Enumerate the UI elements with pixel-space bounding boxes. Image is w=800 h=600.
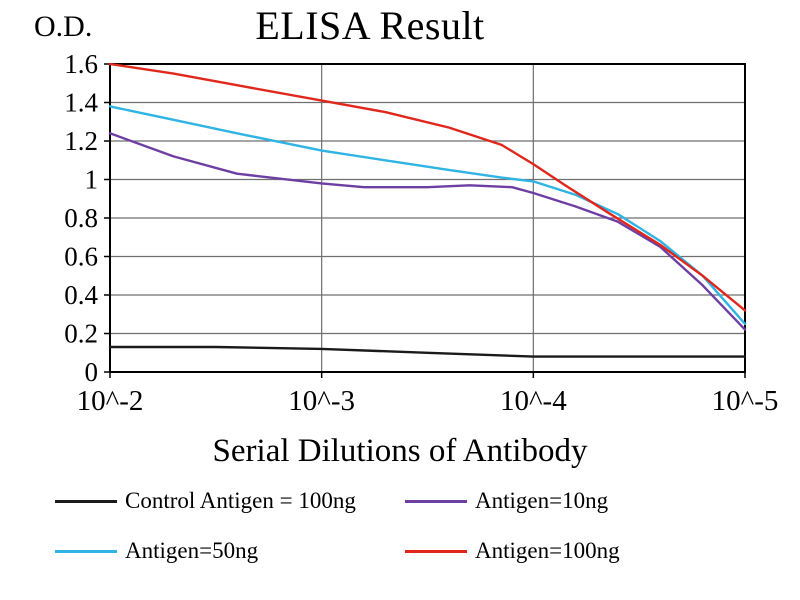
x-axis-label: Serial Dilutions of Antibody: [212, 433, 588, 469]
plot-area: 0 0.2 0.4 0.6 0.8 1 1.2 1.4 1.6 10^-2 10^-3 10^-4 10…: [0, 54, 800, 426]
svg-text:1.2: 1.2: [64, 126, 98, 156]
svg-text:0: 0: [85, 357, 99, 387]
legend-label-antigen-50ng: Antigen=50ng: [125, 538, 259, 563]
legend-label-antigen-100ng: Antigen=100ng: [475, 538, 620, 563]
legend: Control Antigen = 100ng Antigen=10ng Ant…: [55, 488, 745, 564]
legend-swatch-antigen-10ng: [405, 499, 467, 503]
svg-text:0.4: 0.4: [64, 280, 98, 310]
svg-text:10^-4: 10^-4: [500, 385, 567, 417]
legend-item-antigen-50ng: Antigen=50ng: [55, 538, 395, 564]
legend-swatch-antigen-100ng: [405, 549, 467, 553]
legend-label-antigen-10ng: Antigen=10ng: [475, 488, 609, 513]
legend-item-antigen-100ng: Antigen=100ng: [405, 538, 745, 564]
svg-text:0.2: 0.2: [64, 319, 98, 349]
svg-text:10^-3: 10^-3: [288, 385, 355, 417]
legend-label-control: Control Antigen = 100ng: [125, 488, 356, 513]
chart-header: O.D. ELISA Result: [0, 0, 800, 54]
legend-swatch-antigen-50ng: [55, 549, 117, 553]
svg-text:10^-5: 10^-5: [712, 385, 779, 417]
svg-text:1.4: 1.4: [64, 88, 98, 118]
chart-svg: 0 0.2 0.4 0.6 0.8 1 1.2 1.4 1.6 10^-2 10^-3 10^-4 10…: [64, 54, 779, 417]
svg-text:0.8: 0.8: [64, 203, 98, 233]
y-axis-label: O.D.: [34, 10, 93, 43]
legend-swatch-control: [55, 499, 117, 503]
svg-text:10^-2: 10^-2: [77, 385, 144, 417]
chart-title: ELISA Result: [255, 3, 485, 48]
svg-text:1: 1: [85, 165, 99, 195]
legend-item-antigen-10ng: Antigen=10ng: [405, 488, 745, 514]
svg-text:0.6: 0.6: [64, 242, 98, 272]
svg-text:1.6: 1.6: [64, 54, 98, 79]
legend-item-control: Control Antigen = 100ng: [55, 488, 395, 514]
